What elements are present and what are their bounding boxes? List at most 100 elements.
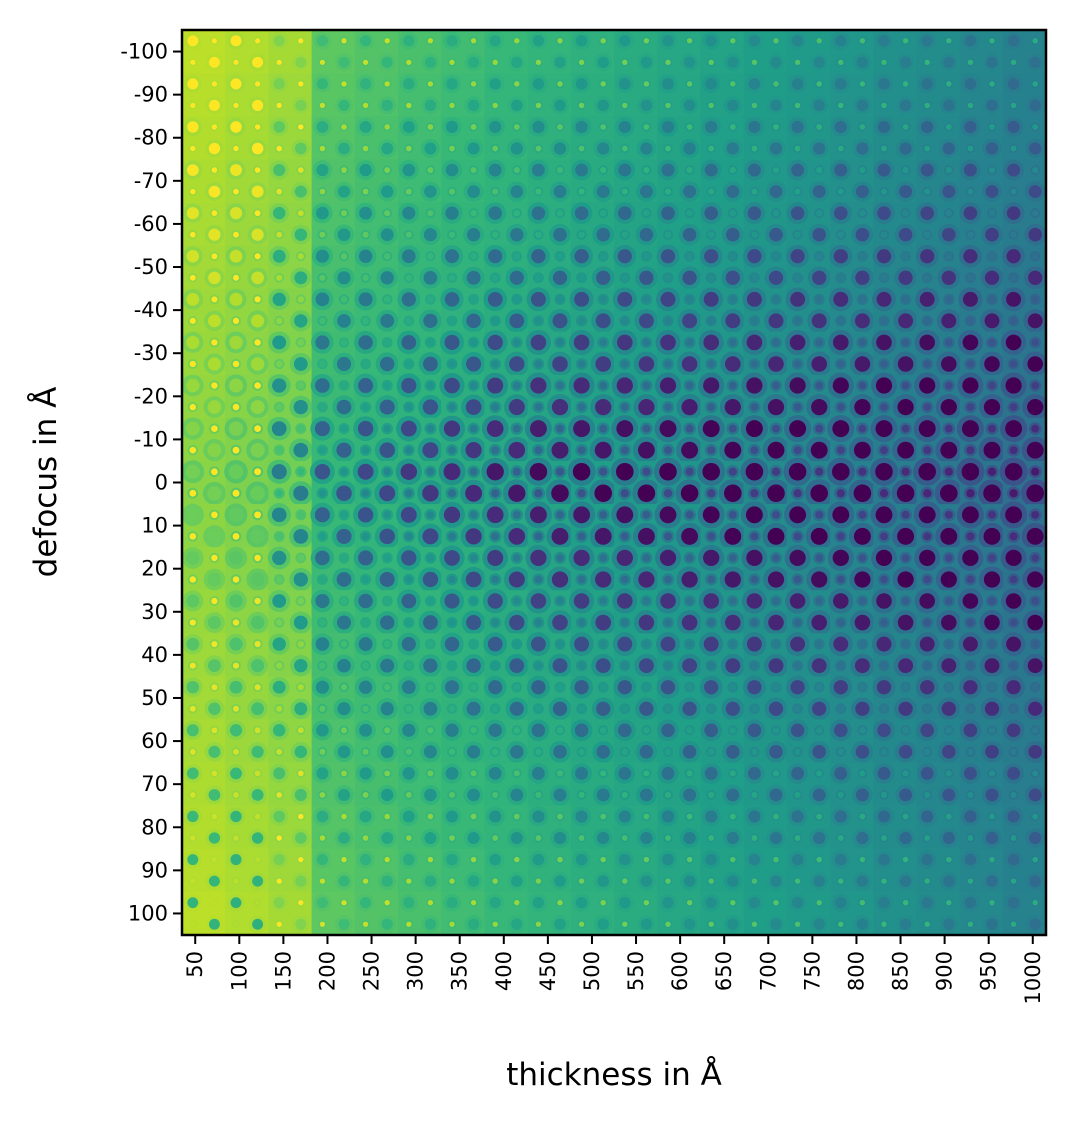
- lattice-spot: [881, 921, 887, 927]
- lattice-spot: [298, 124, 304, 130]
- lattice-spot: [383, 597, 391, 605]
- lattice-spot: [293, 572, 308, 587]
- lattice-spot: [185, 507, 200, 522]
- lattice-spot: [599, 597, 607, 605]
- lattice-spot: [963, 206, 978, 220]
- lattice-spot: [812, 701, 827, 716]
- lattice-spot: [748, 810, 761, 823]
- lattice-spot: [729, 813, 736, 820]
- lattice-spot: [341, 38, 347, 44]
- lattice-spot: [509, 270, 524, 285]
- lattice-spot: [768, 701, 784, 716]
- lattice-spot: [207, 529, 222, 544]
- lattice-spot: [1010, 791, 1017, 798]
- lattice-spot: [876, 291, 892, 307]
- lattice-spot: [835, 897, 847, 909]
- lattice-spot: [357, 507, 374, 523]
- y-tick-label: -70: [134, 169, 168, 193]
- lattice-spot: [298, 813, 304, 820]
- lattice-spot: [1032, 770, 1039, 777]
- lattice-spot: [770, 918, 782, 930]
- lattice-spot: [661, 206, 675, 220]
- lattice-spot: [383, 424, 391, 433]
- lattice-spot: [984, 701, 1000, 716]
- lattice-spot: [705, 35, 717, 47]
- lattice-spot: [621, 705, 629, 713]
- lattice-spot: [789, 593, 806, 609]
- lattice-spot: [923, 274, 931, 282]
- lattice-spot: [489, 35, 501, 47]
- y-tick-label: 30: [141, 600, 168, 624]
- lattice-spot: [682, 745, 697, 759]
- lattice-spot: [643, 167, 650, 174]
- lattice-spot: [902, 683, 909, 691]
- lattice-spot: [211, 641, 218, 648]
- lattice-spot: [837, 748, 844, 756]
- lattice-spot: [966, 360, 975, 368]
- lattice-spot: [340, 640, 348, 648]
- lattice-spot: [252, 99, 264, 111]
- lattice-spot: [643, 38, 650, 44]
- lattice-spot: [621, 618, 629, 627]
- lattice-spot: [858, 424, 867, 433]
- y-tick-label: -90: [134, 83, 168, 107]
- heatmap-plot-area: [182, 30, 1046, 935]
- lattice-spot: [767, 441, 785, 459]
- lattice-spot: [815, 381, 824, 390]
- lattice-spot: [531, 680, 546, 695]
- lattice-spot: [254, 296, 261, 303]
- lattice-spot: [621, 274, 629, 282]
- lattice-spot: [596, 788, 610, 802]
- lattice-spot: [596, 701, 611, 716]
- lattice-spot: [578, 274, 585, 282]
- lattice-spot: [381, 56, 393, 68]
- lattice-spot: [448, 231, 456, 238]
- lattice-spot: [747, 206, 762, 220]
- lattice-spot: [553, 227, 567, 242]
- lattice-spot: [836, 532, 845, 541]
- lattice-spot: [727, 875, 739, 887]
- x-tick-label: 550: [624, 951, 648, 991]
- lattice-spot: [620, 575, 629, 584]
- lattice-spot: [250, 529, 265, 544]
- lattice-spot: [383, 511, 391, 519]
- lattice-spot: [208, 271, 221, 285]
- lattice-spot: [384, 210, 391, 217]
- lattice-spot: [1006, 249, 1021, 264]
- lattice-spot: [921, 897, 933, 909]
- lattice-spot: [642, 424, 651, 433]
- lattice-spot: [338, 875, 350, 887]
- lattice-spot: [208, 56, 220, 68]
- lattice-spot: [423, 615, 438, 630]
- lattice-spot: [967, 921, 974, 927]
- lattice-spot: [794, 188, 801, 195]
- lattice-spot: [815, 252, 823, 260]
- lattice-spot: [661, 163, 675, 177]
- lattice-spot: [295, 99, 307, 111]
- lattice-spot: [362, 188, 369, 195]
- lattice-spot: [513, 167, 520, 174]
- lattice-spot: [794, 317, 802, 325]
- lattice-spot: [859, 81, 866, 87]
- lattice-spot: [362, 921, 369, 927]
- lattice-spot: [967, 102, 974, 109]
- lattice-spot: [271, 421, 287, 436]
- lattice-spot: [967, 274, 974, 282]
- lattice-spot: [594, 441, 612, 459]
- lattice-spot: [232, 533, 240, 540]
- lattice-spot: [984, 270, 1000, 285]
- lattice-spot: [316, 810, 329, 823]
- lattice-spot: [577, 403, 586, 411]
- lattice-spot: [427, 727, 434, 734]
- lattice-spot: [509, 356, 525, 372]
- x-tick-label: 500: [580, 951, 604, 991]
- lattice-spot: [680, 484, 699, 503]
- lattice-spot: [318, 576, 326, 583]
- lattice-spot: [683, 875, 696, 887]
- lattice-spot: [359, 810, 372, 823]
- lattice-spot: [686, 770, 693, 777]
- lattice-spot: [491, 274, 499, 282]
- lattice-spot: [427, 296, 434, 303]
- lattice-spot: [772, 295, 780, 303]
- lattice-spot: [618, 120, 631, 134]
